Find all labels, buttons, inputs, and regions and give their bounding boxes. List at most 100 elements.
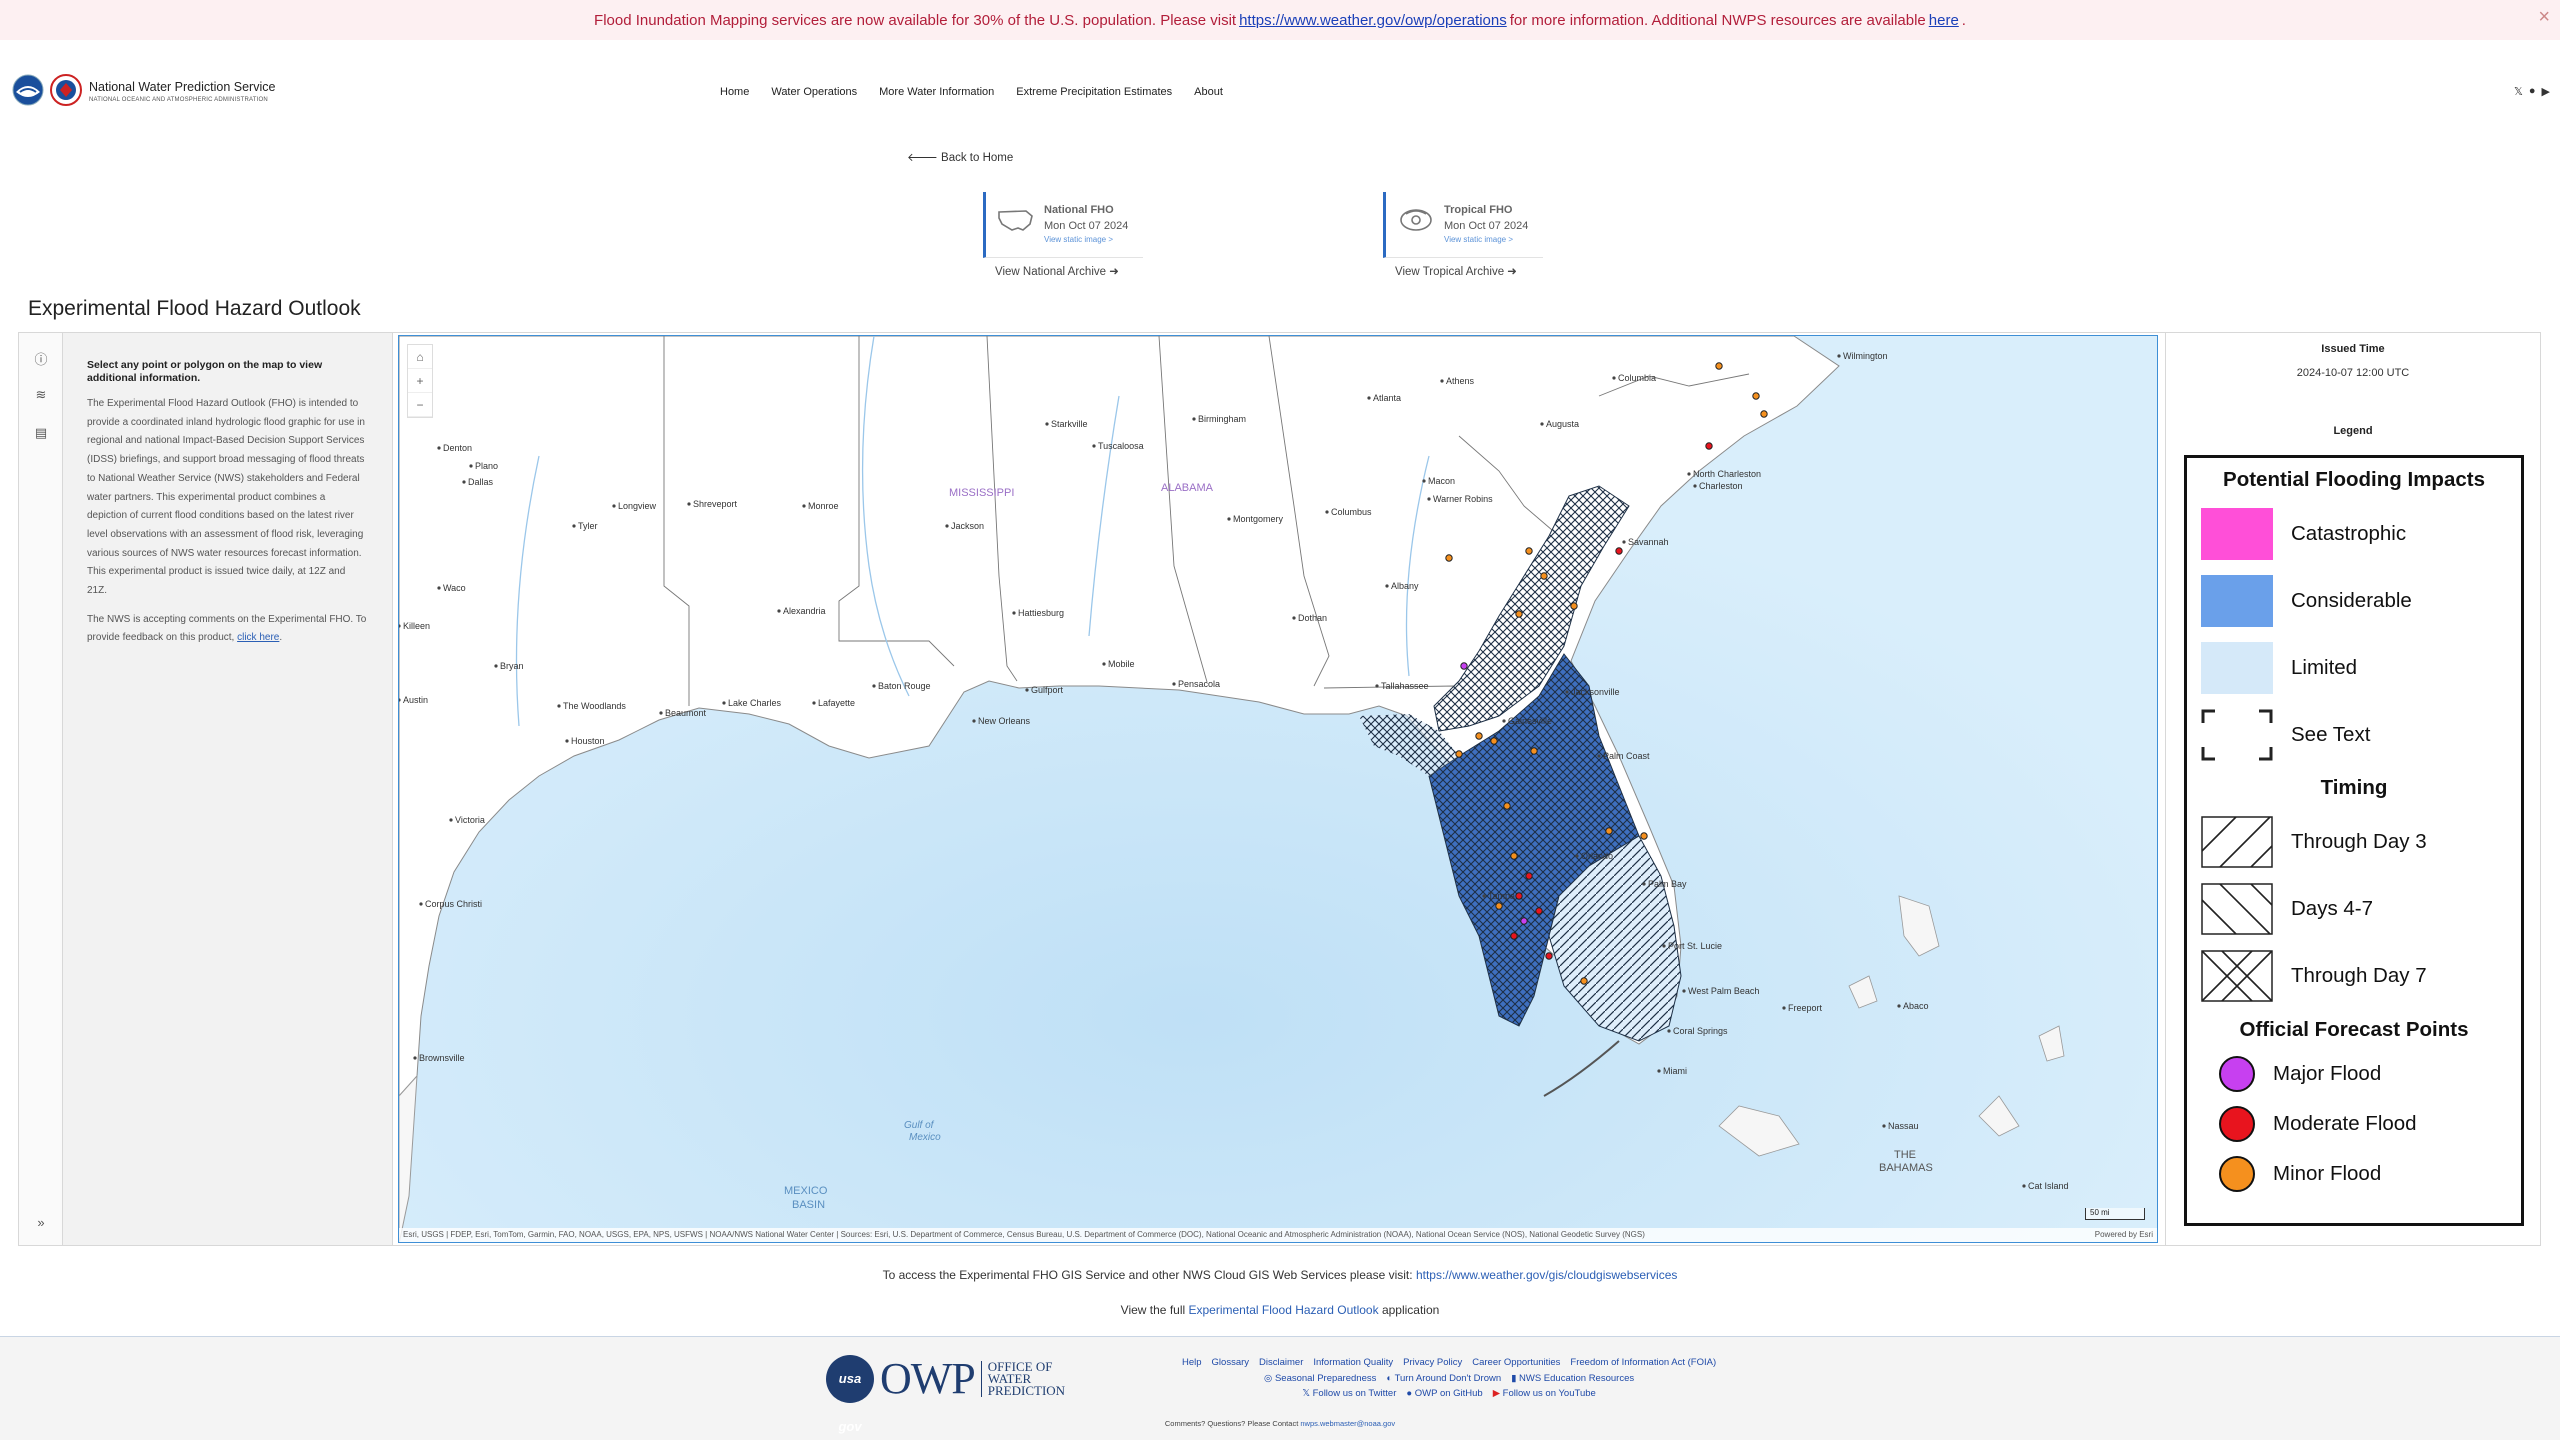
close-icon[interactable]: × (2538, 6, 2550, 28)
footer-link-information-quality[interactable]: Information Quality (1313, 1357, 1394, 1368)
map-label-gulf-2: Mexico (909, 1132, 941, 1143)
point-minor[interactable] (1530, 747, 1538, 755)
tropical-fho-card[interactable]: Tropical FHO Mon Oct 07 2024 View static… (1383, 192, 1543, 258)
brand[interactable]: National Water Prediction Service NATION… (89, 80, 275, 103)
point-minor[interactable] (1640, 832, 1648, 840)
map-city-label: Tyler (578, 521, 598, 531)
contact-text: Comments? Questions? Please Contact (1164, 1419, 1299, 1428)
point-minor[interactable] (1503, 802, 1511, 810)
map-canvas[interactable]: MISSISSIPPI ALABAMA Gulf of Mexico MEXIC… (399, 336, 2158, 1243)
point-minor[interactable] (1515, 610, 1523, 618)
nav-home[interactable]: Home (720, 86, 750, 98)
feedback-link[interactable]: click here (237, 632, 280, 644)
point-minor[interactable] (1760, 410, 1768, 418)
point-moderate[interactable] (1510, 932, 1518, 940)
footer-link-privacy[interactable]: Privacy Policy (1403, 1357, 1463, 1368)
zoom-out-button[interactable]: − (408, 393, 432, 417)
point-major[interactable] (1520, 917, 1528, 925)
land-mexico (399, 1074, 418, 1242)
zoom-in-button[interactable]: + (408, 369, 432, 393)
through-day-3-swatch (2201, 816, 2273, 868)
map-city-label: Corpus Christi (425, 899, 482, 909)
point-minor[interactable] (1580, 977, 1588, 985)
point-minor[interactable] (1605, 827, 1613, 835)
owp-logo[interactable]: OWP (880, 1354, 976, 1403)
map-city-dot (722, 701, 726, 705)
card-static-link[interactable]: View static image > (1444, 235, 1513, 244)
point-moderate[interactable] (1525, 872, 1533, 880)
map-city-label: Alexandria (783, 606, 826, 616)
hurricane-icon (1400, 209, 1432, 231)
alert-here-link[interactable]: here (1928, 11, 1959, 29)
point-minor[interactable] (1495, 902, 1503, 910)
map-city-label: Baton Rouge (878, 681, 931, 691)
footer-link-github[interactable]: ● OWP on GitHub (1406, 1386, 1482, 1402)
contact-email-link[interactable]: nwps.webmaster@noaa.gov (1300, 1419, 1396, 1428)
usagov-logo[interactable]: usa gov (826, 1354, 874, 1434)
point-minor[interactable] (1570, 602, 1578, 610)
point-major[interactable] (1460, 662, 1468, 670)
point-moderate[interactable] (1515, 892, 1523, 900)
point-minor[interactable] (1715, 362, 1723, 370)
point-minor[interactable] (1455, 750, 1463, 758)
warning-icon: ◐ (1386, 1372, 1395, 1384)
footer-link-education[interactable]: ▮ NWS Education Resources (1511, 1371, 1634, 1387)
nav-more-water-information[interactable]: More Water Information (879, 86, 995, 98)
point-minor[interactable] (1490, 737, 1498, 745)
github-icon[interactable]: ● (2528, 85, 2536, 97)
point-minor[interactable] (1475, 732, 1483, 740)
map-city-label: Lake Charles (728, 698, 782, 708)
map-city-dot (1575, 854, 1579, 858)
footer-link-tadd[interactable]: ◐ Turn Around Don't Drown (1386, 1371, 1501, 1387)
x-icon[interactable]: 𝕏 (2514, 86, 2523, 98)
national-archive-link[interactable]: View National Archive ➜ (995, 264, 1119, 278)
point-minor[interactable] (1540, 572, 1548, 580)
footer-link-youtube[interactable]: ▶ Follow us on YouTube (1493, 1386, 1596, 1402)
card-static-link[interactable]: View static image > (1044, 235, 1113, 244)
point-minor[interactable] (1752, 392, 1760, 400)
major-flood-label: Major Flood (2273, 1062, 2382, 1085)
nav-water-operations[interactable]: Water Operations (771, 86, 858, 98)
map-city-label: The Woodlands (563, 701, 626, 711)
map-view[interactable]: MISSISSIPPI ALABAMA Gulf of Mexico MEXIC… (398, 335, 2158, 1243)
point-minor[interactable] (1445, 554, 1453, 562)
point-minor[interactable] (1525, 547, 1533, 555)
point-moderate[interactable] (1545, 952, 1553, 960)
national-fho-card[interactable]: National FHO Mon Oct 07 2024 View static… (983, 192, 1143, 258)
point-moderate[interactable] (1615, 547, 1623, 555)
legend-minor-flood: Minor Flood (2201, 1156, 2381, 1192)
youtube-icon[interactable]: ▶ (2541, 86, 2550, 98)
point-minor[interactable] (1510, 852, 1518, 860)
tropical-archive-link[interactable]: View Tropical Archive ➜ (1395, 264, 1517, 278)
footer-link-help[interactable]: Help (1182, 1357, 1202, 1368)
footer-link-foia[interactable]: Freedom of Information Act (FOIA) (1570, 1357, 1717, 1368)
map-city-dot (1227, 517, 1231, 521)
footer-link-seasonal[interactable]: ◎ Seasonal Preparedness (1264, 1371, 1376, 1387)
alert-operations-link[interactable]: https://www.weather.gov/owp/operations (1239, 11, 1507, 29)
powered-by-esri[interactable]: Powered by Esri (2094, 1230, 2153, 1239)
back-home-link[interactable]: 🡐 Back to Home (907, 150, 1013, 164)
legend-considerable: Considerable (2201, 575, 2412, 627)
footer-link-glossary[interactable]: Glossary (1211, 1357, 1250, 1368)
map-city-label: Freeport (1788, 1003, 1823, 1013)
map-city-dot (1385, 584, 1389, 588)
home-icon[interactable]: ⌂ (408, 345, 432, 369)
point-moderate[interactable] (1705, 442, 1713, 450)
alert-text-1: Flood Inundation Mapping services are no… (594, 11, 1237, 29)
map-city-label: Palm Coast (1603, 751, 1650, 761)
legend-icon[interactable]: ▤ (34, 425, 48, 440)
gis-service-link[interactable]: https://www.weather.gov/gis/cloudgiswebs… (1415, 1268, 1678, 1282)
map-city-dot (1565, 690, 1569, 694)
nav-extreme-precipitation[interactable]: Extreme Precipitation Estimates (1016, 86, 1173, 98)
points-heading: Official Forecast Points (2239, 1018, 2469, 1041)
point-moderate[interactable] (1535, 907, 1543, 915)
layers-icon[interactable]: ≋ (35, 387, 47, 402)
info-icon[interactable]: ⓘ (34, 352, 48, 367)
expand-icon[interactable]: » (37, 1215, 45, 1230)
full-app-link[interactable]: Experimental Flood Hazard Outlook (1188, 1303, 1379, 1317)
footer-link-twitter[interactable]: 𝕏 Follow us on Twitter (1302, 1386, 1396, 1402)
footer-link-disclaimer[interactable]: Disclaimer (1259, 1357, 1304, 1368)
map-city-dot (1540, 422, 1544, 426)
nav-about[interactable]: About (1194, 86, 1223, 98)
footer-link-careers[interactable]: Career Opportunities (1472, 1357, 1561, 1368)
